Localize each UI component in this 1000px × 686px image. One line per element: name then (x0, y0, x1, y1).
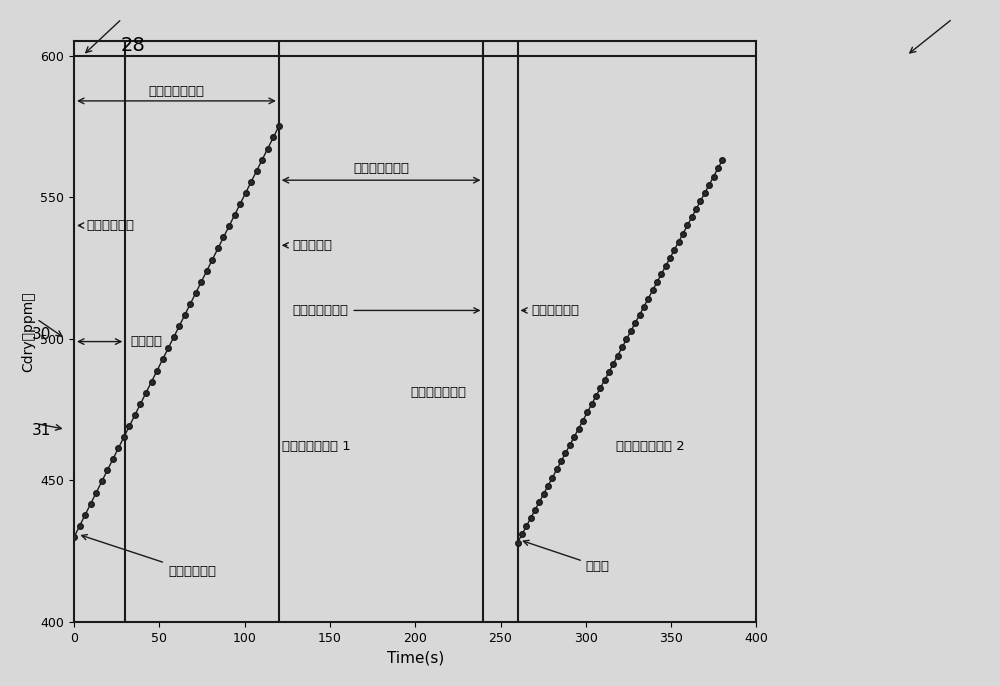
X-axis label: Time(s): Time(s) (387, 650, 444, 665)
Y-axis label: Cdry（ppm）: Cdry（ppm） (21, 292, 35, 372)
Text: 呼吸室开启: 呼吸室开启 (283, 239, 332, 252)
Text: 30: 30 (32, 327, 51, 342)
Text: 呼吸室开始关闭: 呼吸室开始关闭 (292, 304, 479, 317)
Text: 平衡时间: 平衡时间 (130, 335, 162, 348)
Text: 呼吸室运动时间: 呼吸室运动时间 (410, 386, 466, 399)
Text: 28: 28 (121, 36, 146, 55)
Text: 开始取初始値: 开始取初始値 (82, 534, 216, 578)
Text: 呼吸室已关闭: 呼吸室已关闭 (522, 304, 579, 317)
Text: 测量及拟合曲线 2: 测量及拟合曲线 2 (616, 440, 685, 453)
Text: 呼吸室排空时间: 呼吸室排空时间 (353, 161, 409, 174)
Text: 初始値: 初始値 (523, 541, 610, 573)
Text: 测量及拟合曲线 1: 测量及拟合曲线 1 (282, 440, 351, 453)
Text: 呼吸室已关闭: 呼吸室已关闭 (78, 219, 134, 232)
Text: 呼吸室测量时间: 呼吸室测量时间 (148, 85, 204, 98)
Text: 31: 31 (32, 423, 51, 438)
